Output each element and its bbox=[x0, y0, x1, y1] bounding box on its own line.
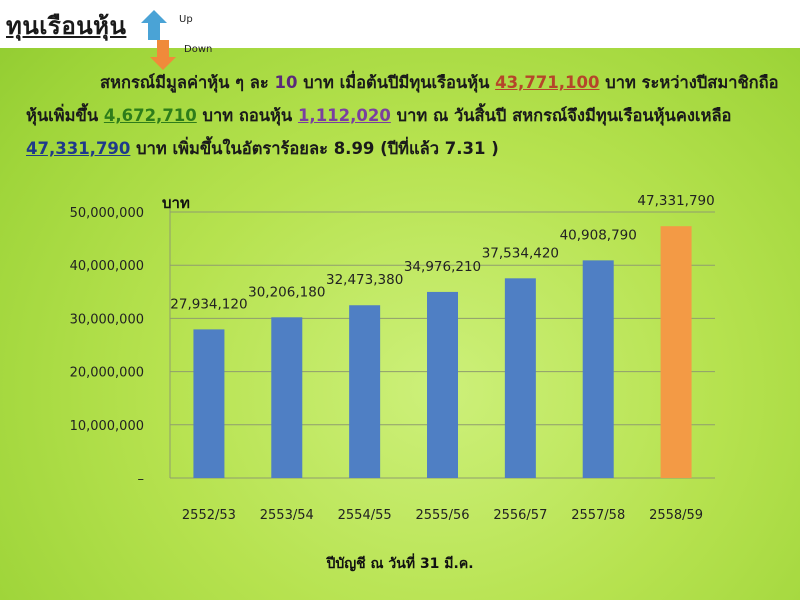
data-label: 30,206,180 bbox=[248, 284, 325, 300]
data-label: 27,934,120 bbox=[170, 296, 247, 312]
data-label: 47,331,790 bbox=[637, 193, 714, 209]
x-tick-label: 2553/54 bbox=[260, 508, 314, 523]
x-axis-title: ปีบัญชี ณ วันที่ 31 มี.ค. bbox=[326, 556, 474, 572]
start-capital-value: 43,771,100 bbox=[495, 73, 600, 92]
y-tick-label: – bbox=[138, 472, 145, 487]
summary-paragraph: สหกรณ์มีมูลค่าหุ้น ๆ ละ 10 บาท เมื่อต้นป… bbox=[26, 66, 786, 165]
withdrawn-value: 1,112,020 bbox=[297, 106, 391, 125]
x-tick-label: 2556/57 bbox=[493, 508, 547, 523]
arrow-up-icon bbox=[141, 10, 167, 40]
arrow-down-icon bbox=[150, 40, 176, 70]
y-tick-label: 20,000,000 bbox=[70, 366, 144, 381]
paragraph-text: บาท ถอนหุ้น bbox=[196, 106, 298, 125]
y-tick-label: 50,000,000 bbox=[70, 206, 144, 221]
paragraph-text: บาท ระหว่างปีสมาชิกถือหุ้นเพิ่มขึ้น bbox=[26, 73, 779, 125]
page-title: ทุนเรือนหุ้น bbox=[6, 12, 127, 40]
y-tick-label: 30,000,000 bbox=[70, 312, 144, 327]
paragraph-text: บาท เมื่อต้นปีมีทุนเรือนหุ้น bbox=[297, 73, 496, 92]
y-tick-label: 10,000,000 bbox=[70, 419, 144, 434]
paragraph-text: บาท เพิ่มขึ้นในอัตราร้อยละ 8.99 (ปีที่แล… bbox=[130, 139, 499, 158]
down-label: Down bbox=[184, 44, 213, 55]
bar bbox=[582, 260, 614, 478]
up-label: Up bbox=[179, 14, 193, 25]
bar bbox=[271, 317, 303, 478]
share-value: 10 bbox=[274, 73, 298, 92]
bar bbox=[504, 278, 536, 478]
x-tick-label: 2555/56 bbox=[415, 508, 469, 523]
data-label: 40,908,790 bbox=[560, 227, 637, 243]
added-value: 4,672,710 bbox=[103, 106, 197, 125]
end-capital-value: 47,331,790 bbox=[26, 139, 131, 158]
data-label: 37,534,420 bbox=[482, 245, 559, 261]
y-axis-label: บาท bbox=[162, 194, 190, 212]
bar bbox=[660, 226, 692, 478]
bar bbox=[427, 291, 458, 478]
x-tick-label: 2557/58 bbox=[571, 508, 625, 523]
y-tick-label: 40,000,000 bbox=[70, 259, 144, 274]
title-band bbox=[0, 0, 800, 48]
x-tick-label: 2558/59 bbox=[649, 508, 703, 523]
data-label: 32,473,380 bbox=[326, 272, 403, 288]
paragraph-text: บาท ณ วันสิ้นปี สหกรณ์จึงมีทุนเรือนหุ้นค… bbox=[390, 106, 732, 125]
data-label: 34,976,210 bbox=[404, 259, 481, 275]
x-tick-label: 2554/55 bbox=[338, 508, 392, 523]
paragraph-text: สหกรณ์มีมูลค่าหุ้น ๆ ละ bbox=[100, 73, 275, 92]
bar bbox=[349, 305, 381, 478]
bar bbox=[193, 329, 225, 478]
x-tick-label: 2552/53 bbox=[182, 508, 236, 523]
